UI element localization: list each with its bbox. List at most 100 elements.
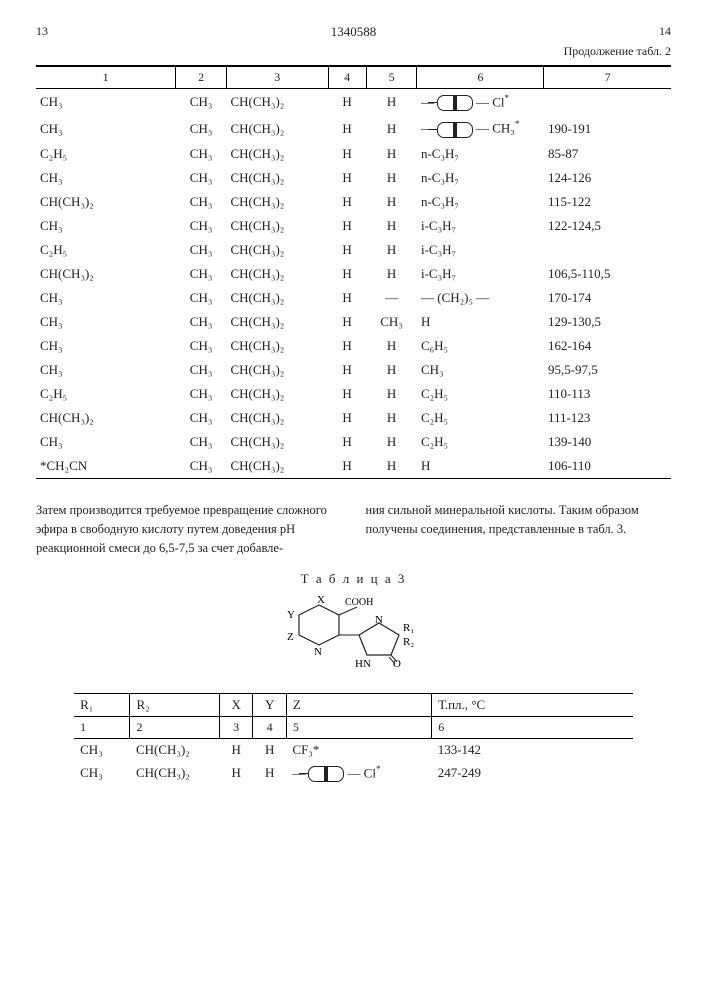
table-cell: CH₃	[176, 262, 227, 286]
table-cell: CH(CH₃)₂	[226, 262, 328, 286]
table-cell: — (CH₂)₅ —	[417, 286, 544, 310]
table-cell: CH(CH₃)₂	[130, 761, 219, 785]
t2-h1: 1	[36, 66, 176, 89]
table-cell: —— Cl*	[417, 89, 544, 116]
table-cell: H	[328, 214, 366, 238]
t3-h1: R₁	[74, 693, 130, 716]
table-cell: CH(CH₃)₂	[226, 406, 328, 430]
table-row: CH(CH₃)₂CH₃CH(CH₃)₂HHC₂H₅111-123	[36, 406, 671, 430]
table-cell: CH₃	[74, 738, 130, 761]
t2-h7: 7	[544, 66, 671, 89]
table-cell: CH(CH₃)₂	[226, 238, 328, 262]
table-row: CH₃CH(CH₃)₂HH—— Cl*247-249	[74, 761, 633, 785]
table-cell: H	[219, 761, 253, 785]
table-cell: H	[328, 358, 366, 382]
table-cell: H	[366, 214, 417, 238]
table-cell: C₂H₅	[417, 382, 544, 406]
table-cell: H	[328, 238, 366, 262]
table-cell: 106,5-110,5	[544, 262, 671, 286]
table-cell: CH₃	[366, 310, 417, 334]
table-cell: CH(CH₃)₂	[226, 142, 328, 166]
table-cell: C₂H₅	[417, 406, 544, 430]
table-cell: i-C₃H₇	[417, 214, 544, 238]
table-cell: H	[253, 761, 287, 785]
table-cell: C₂H₅	[36, 142, 176, 166]
table-cell: CH₃	[176, 89, 227, 116]
table-cell: H	[328, 382, 366, 406]
t2-h5: 5	[366, 66, 417, 89]
table-cell: 111-123	[544, 406, 671, 430]
table-cell: H	[219, 738, 253, 761]
table-row: CH₃CH₃CH(CH₃)₂HHC₆H₅162-164	[36, 334, 671, 358]
table-cell: H	[328, 454, 366, 479]
table-cell: CH(CH₃)₂	[130, 738, 219, 761]
table-cell: CH₃	[36, 310, 176, 334]
table-row: C₂H₅CH₃CH(CH₃)₂HHC₂H₅110-113	[36, 382, 671, 406]
table-cell: —— CH₃*	[417, 115, 544, 141]
table-cell: C₂H₅	[417, 430, 544, 454]
table-cell: H	[328, 310, 366, 334]
doc-number: 1340588	[48, 24, 659, 40]
table-cell: H	[328, 262, 366, 286]
table-cell: 162-164	[544, 334, 671, 358]
table-cell: 122-124,5	[544, 214, 671, 238]
table-cell: H	[328, 142, 366, 166]
table-3-num-row: 1 2 3 4 5 6	[74, 716, 633, 738]
table-row: C₂H₅CH₃CH(CH₃)₂HHn-C₃H₇85-87	[36, 142, 671, 166]
table-cell: 190-191	[544, 115, 671, 141]
table-cell: CH₃	[417, 358, 544, 382]
svg-text:COOH: COOH	[345, 597, 373, 608]
table-cell: C₆H₅	[417, 334, 544, 358]
table-cell: 247-249	[432, 761, 633, 785]
table-cell: H	[366, 406, 417, 430]
table-cell: CH(CH₃)₂	[226, 89, 328, 116]
table-cell	[544, 89, 671, 116]
table-cell: n-C₃H₇	[417, 166, 544, 190]
table-cell: CH₃	[36, 358, 176, 382]
t2-h2: 2	[176, 66, 227, 89]
table-3-header-row: R₁ R₂ X Y Z Т.пл., °С	[74, 693, 633, 716]
table-cell: CH₃	[176, 406, 227, 430]
t2-h4: 4	[328, 66, 366, 89]
svg-text:X: X	[317, 595, 325, 606]
page-header: 13 1340588 14	[36, 24, 671, 40]
table-cell: CH₃	[36, 214, 176, 238]
table-row: *CH₂CNCH₃CH(CH₃)₂HHH106-110	[36, 454, 671, 479]
table-cell: CH₃	[36, 166, 176, 190]
table-cell: 170-174	[544, 286, 671, 310]
table-cell: CH(CH₃)₂	[226, 190, 328, 214]
table-cell: 133-142	[432, 738, 633, 761]
table-cell: CH₃	[176, 286, 227, 310]
table-cell: 115-122	[544, 190, 671, 214]
table-cell: CH₃	[176, 310, 227, 334]
table-cell: CH(CH₃)₂	[226, 115, 328, 141]
table-row: CH(CH₃)₂CH₃CH(CH₃)₂HHn-C₃H₇115-122	[36, 190, 671, 214]
table-cell: H	[366, 454, 417, 479]
table-cell: CH₃	[176, 358, 227, 382]
table-cell: CH₃	[36, 334, 176, 358]
table-cell: CH(CH₃)₂	[226, 382, 328, 406]
table-cell: H	[253, 738, 287, 761]
table-cell: i-C₃H₇	[417, 262, 544, 286]
table-cell: H	[328, 115, 366, 141]
table-cell: CH₃	[176, 115, 227, 141]
table-cell: H	[417, 310, 544, 334]
table-cell: H	[366, 430, 417, 454]
table-row: CH₃CH₃CH(CH₃)₂HHCH₃95,5-97,5	[36, 358, 671, 382]
table-cell: H	[328, 190, 366, 214]
continuation-label: Продолжение табл. 2	[36, 44, 671, 59]
para-right: ния сильной минеральной кислоты. Та­ким …	[366, 501, 672, 559]
table-row: CH₃CH₃CH(CH₃)₂HHn-C₃H₇124-126	[36, 166, 671, 190]
t2-h6: 6	[417, 66, 544, 89]
table-cell: CH₃	[176, 334, 227, 358]
table-cell: H	[366, 142, 417, 166]
table-row: CH₃CH₃CH(CH₃)₂HHi-C₃H₇122-124,5	[36, 214, 671, 238]
table-cell: CH(CH₃)₂	[226, 166, 328, 190]
table-cell: 110-113	[544, 382, 671, 406]
table-cell: CH(CH₃)₂	[226, 286, 328, 310]
table-cell: CH₃	[36, 89, 176, 116]
table-2-header-row: 1 2 3 4 5 6 7	[36, 66, 671, 89]
table-cell: CH₃	[74, 761, 130, 785]
svg-text:O: O	[393, 658, 401, 670]
table-cell: —	[366, 286, 417, 310]
